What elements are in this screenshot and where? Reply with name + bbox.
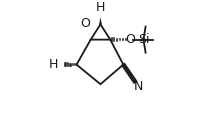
Polygon shape xyxy=(99,17,102,24)
Text: Si: Si xyxy=(138,33,149,46)
Polygon shape xyxy=(122,63,135,82)
Text: O: O xyxy=(80,17,90,30)
Text: H: H xyxy=(49,58,59,71)
Text: H: H xyxy=(96,0,105,14)
Text: O: O xyxy=(125,33,135,46)
Text: N: N xyxy=(133,80,143,93)
